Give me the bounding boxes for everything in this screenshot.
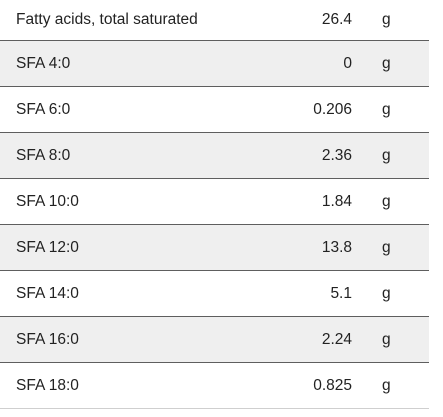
nutrient-unit: g xyxy=(382,238,391,256)
nutrient-name: SFA 14:0 xyxy=(16,284,79,302)
table-row: SFA 8:0 2.36 g xyxy=(0,133,429,179)
table-row: Fatty acids, total saturated 26.4 g xyxy=(0,0,429,41)
nutrient-name: SFA 6:0 xyxy=(16,100,71,118)
nutrient-unit: g xyxy=(382,376,391,394)
nutrient-name: SFA 10:0 xyxy=(16,192,79,210)
table-row: SFA 10:0 1.84 g xyxy=(0,179,429,225)
nutrient-name: SFA 4:0 xyxy=(16,54,71,72)
table-row: SFA 18:0 0.825 g xyxy=(0,363,429,409)
table-row: SFA 16:0 2.24 g xyxy=(0,317,429,363)
nutrient-unit: g xyxy=(382,284,391,302)
nutrient-unit: g xyxy=(382,330,391,348)
nutrient-amount: 26.4 xyxy=(321,11,352,28)
nutrient-name: SFA 16:0 xyxy=(16,330,79,348)
nutrient-amount: 0.206 xyxy=(313,100,352,118)
nutrient-amount: 1.84 xyxy=(321,192,352,210)
nutrient-unit: g xyxy=(382,146,391,164)
nutrient-name: SFA 8:0 xyxy=(16,146,71,164)
nutrient-name: SFA 18:0 xyxy=(16,376,79,394)
nutrient-amount: 13.8 xyxy=(321,238,352,256)
table-row: SFA 4:0 0 g xyxy=(0,41,429,87)
nutrient-amount: 2.36 xyxy=(321,146,352,164)
nutrient-unit: g xyxy=(382,192,391,210)
nutrient-name: SFA 12:0 xyxy=(16,238,79,256)
nutrient-amount: 0.825 xyxy=(313,376,352,394)
nutrient-unit: g xyxy=(382,11,391,28)
nutrient-unit: g xyxy=(382,100,391,118)
table-row: SFA 12:0 13.8 g xyxy=(0,225,429,271)
table-row: SFA 14:0 5.1 g xyxy=(0,271,429,317)
nutrient-name: Fatty acids, total saturated xyxy=(16,11,198,28)
nutrient-amount: 0 xyxy=(343,54,352,72)
table-row: SFA 6:0 0.206 g xyxy=(0,87,429,133)
nutrient-table: Fatty acids, total saturated 26.4 g SFA … xyxy=(0,0,429,409)
nutrient-unit: g xyxy=(382,54,391,72)
nutrient-amount: 5.1 xyxy=(330,284,352,302)
nutrient-amount: 2.24 xyxy=(321,330,352,348)
